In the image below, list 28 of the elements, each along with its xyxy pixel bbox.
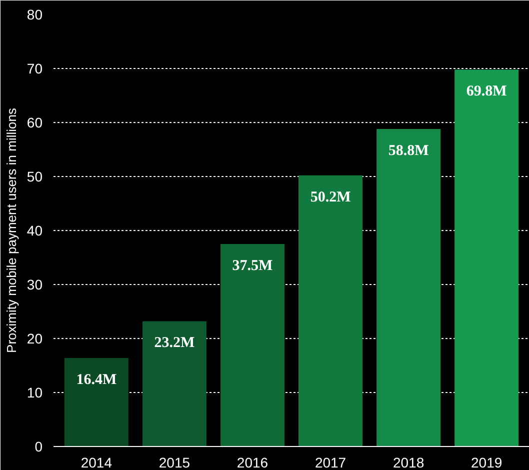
x-tick-label: 2014 xyxy=(80,454,112,470)
y-tick-label: 80 xyxy=(26,6,43,22)
data-label: 50.2M xyxy=(310,189,351,206)
data-label: 37.5M xyxy=(232,258,273,274)
y-tick-label: 0 xyxy=(34,438,43,454)
data-label: 23.2M xyxy=(154,335,195,352)
bar xyxy=(298,175,363,446)
bar xyxy=(142,321,206,446)
bar xyxy=(454,70,519,446)
data-label: 16.4M xyxy=(76,372,117,388)
y-tick-label: 70 xyxy=(26,60,43,76)
data-label: 69.8M xyxy=(466,84,507,100)
bar xyxy=(376,128,441,446)
y-tick-label: 40 xyxy=(26,222,43,238)
x-tick-label: 2017 xyxy=(314,454,346,470)
x-tick-label: 2019 xyxy=(471,454,502,470)
x-tick-label: 2015 xyxy=(158,454,190,470)
x-tick-label: 2016 xyxy=(236,454,268,470)
data-label: 58.8M xyxy=(388,142,429,159)
y-axis-title: Proximity mobile payment users in millions xyxy=(4,108,19,353)
x-tick-label: 2018 xyxy=(392,454,424,470)
bar xyxy=(220,244,284,446)
y-tick-label: 20 xyxy=(26,330,43,346)
y-tick-label: 50 xyxy=(26,168,43,184)
y-tick-label: 30 xyxy=(26,276,43,292)
y-tick-label: 60 xyxy=(26,114,43,130)
y-tick-label: 10 xyxy=(26,384,43,400)
bar xyxy=(64,358,128,446)
